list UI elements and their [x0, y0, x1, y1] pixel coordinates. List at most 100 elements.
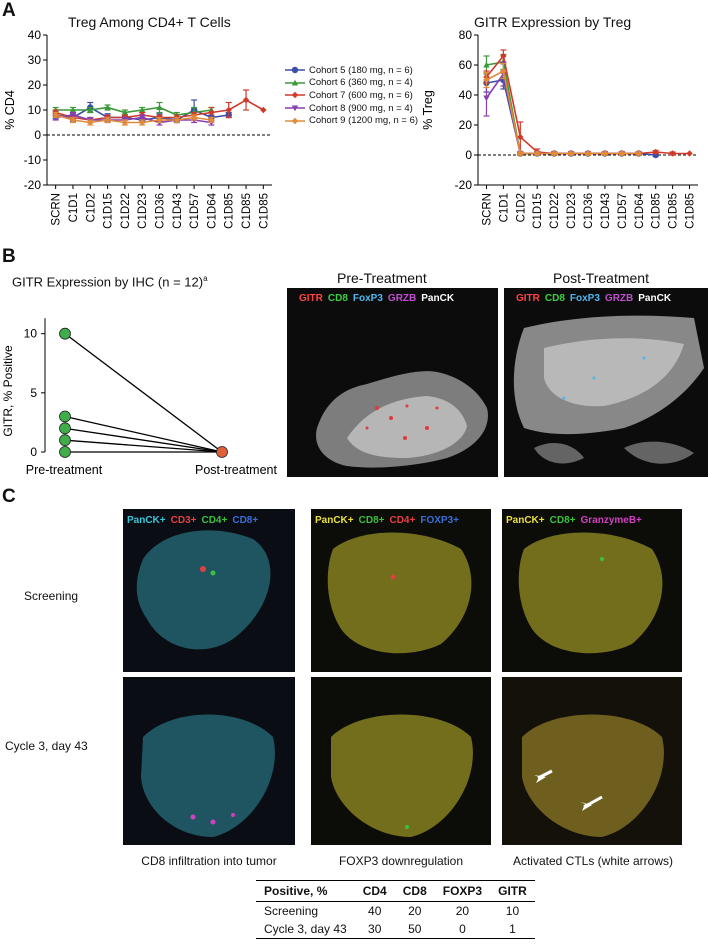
x-tick-label: C1D85 [685, 193, 697, 229]
table-cell: 50 [394, 920, 435, 939]
table-row: Screening 40 20 20 10 [256, 902, 535, 921]
data-point [138, 114, 146, 121]
series-line [55, 114, 212, 124]
legend-swatch [285, 79, 305, 86]
data-point [87, 119, 94, 126]
y-tick-label: 80 [459, 30, 473, 42]
stain-panck: PanCK+ [506, 515, 545, 526]
caption-col1: CD8 infiltration into tumor [141, 854, 277, 868]
series-line [55, 106, 212, 116]
x-tick-label: C1D85 [258, 193, 270, 229]
data-point [669, 150, 676, 157]
patient-line [64, 415, 223, 453]
legend-swatch [285, 117, 305, 124]
chart2-title: GITR Expression by Treg [474, 14, 632, 30]
stain-cd4: CD4+ [201, 515, 228, 526]
if-cycle3-col3 [502, 677, 682, 845]
x-tick-label: C1D64 [206, 192, 218, 228]
data-point [173, 116, 181, 124]
x-tick-label: Pre-treatment [26, 463, 103, 477]
x-tick-label: C1D57 [189, 193, 201, 229]
stain-foxp3: FoxP3 [569, 293, 600, 304]
legend-item: Cohort 9 (1200 mg, n = 6) [284, 114, 444, 127]
post-treatment-title: Post-Treatment [553, 270, 649, 286]
if-cycle3-col2 [311, 677, 491, 845]
pre-point [59, 422, 71, 435]
data-point [584, 150, 592, 157]
pre-stain-labels: GITR CD8 FoxP3 GRZB PanCK [299, 293, 459, 304]
data-point [260, 106, 267, 114]
stain-gitr: GITR [516, 293, 540, 304]
y-tick-label: 0 [34, 128, 41, 142]
x-tick-label: C1D43 [600, 193, 612, 229]
post-point [216, 446, 228, 458]
stain-grzb: GRZB [387, 293, 417, 304]
stain-cd8: CD8+ [549, 515, 576, 526]
x-tick-label: C1D1 [498, 193, 510, 222]
x-tick-label: C1D15 [532, 193, 544, 229]
gitr-ihc-chart: 0 5 10 GITR, % Positive Pre-treatment Post-tr… [1, 318, 278, 477]
y-axis-label: % Treg [421, 90, 435, 130]
legend-swatch [285, 67, 305, 74]
table-row: Cycle 3, day 43 30 50 0 1 [256, 920, 535, 939]
table-cell: Screening [264, 904, 319, 918]
chart3-title: GITR Expression by IHC (n = 12)a [12, 274, 208, 290]
legend-label: Cohort 5 (180 mg, n = 6) [309, 64, 413, 76]
y-tick-label: 60 [459, 58, 473, 72]
data-point [104, 116, 111, 124]
stain-cd8: CD8+ [358, 515, 385, 526]
patient-line [64, 333, 223, 453]
y-tick-label: 40 [459, 88, 473, 102]
post-stain-labels: GITR CD8 FoxP3 GRZB PanCK [516, 293, 676, 304]
data-point [104, 104, 111, 111]
table-cell: 20 [455, 904, 470, 918]
if-screening-col3: PanCK+ CD8+ GranzymeB+ [502, 509, 682, 672]
table-header-row: Positive, % CD4 CD8 FOXP3 GITR [256, 880, 535, 902]
y-tick-label: 0 [465, 148, 472, 162]
data-point [208, 109, 215, 116]
x-tick-label: C1D85 [224, 193, 236, 229]
y-tick-label: 10 [24, 327, 38, 341]
stain-panck: PanCK [638, 293, 672, 304]
x-tick-label: C1D1 [68, 193, 80, 222]
series-line [55, 114, 212, 124]
y-tick-label: 10 [28, 103, 42, 117]
ihc-pre-treatment-image: GITR CD8 FoxP3 GRZB PanCK [287, 288, 498, 477]
data-point [601, 150, 609, 157]
if-cycle3-col1 [123, 677, 295, 845]
stain-row-col2: PanCK+ CD8+ CD4+ FOXP3+ [315, 515, 464, 526]
panel-letter-b: B [2, 246, 16, 267]
table-cell: 40 [368, 904, 382, 918]
stain-panck: PanCK+ [315, 515, 354, 526]
y-tick-label: 0 [30, 445, 37, 459]
data-point [686, 150, 693, 157]
x-tick-label: C1D85 [651, 193, 663, 229]
pre-point [59, 434, 71, 447]
table-cell: 1 [490, 920, 535, 939]
x-tick-label: C1D36 [155, 193, 167, 229]
data-point [500, 67, 507, 75]
legend-item: Cohort 6 (360 mg, n = 4) [284, 77, 444, 90]
pre-treatment-title: Pre-Treatment [337, 270, 427, 286]
x-tick-label: C1D23 [137, 193, 149, 229]
data-point [121, 119, 129, 126]
pre-point [59, 446, 71, 458]
stain-panck: PanCK+ [127, 515, 166, 526]
if-screening-col1: PanCK+ CD3+ CD4+ CD8+ [123, 509, 295, 672]
stain-grzb: GRZB [604, 293, 634, 304]
row-label-cycle3: Cycle 3, day 43 [5, 739, 88, 753]
stain-cd3: CD3+ [170, 515, 197, 526]
stain-row-col1: PanCK+ CD3+ CD4+ CD8+ [127, 515, 263, 526]
panel-letter-c: C [2, 486, 16, 507]
gitr-treg-chart: -20 0 20 40 60 80 SCRN C1D1 C1D2 C1D15 C1D22 C1D23 C… [421, 30, 698, 229]
x-tick-label: C1D22 [120, 193, 132, 229]
x-tick-label: Post-treatment [195, 463, 278, 477]
stain-cd8: CD8+ [232, 515, 259, 526]
table-cell: 20 [408, 904, 422, 918]
treg-cd4-chart: -20 -10 0 10 20 30 40 SCRN C1D1 C1D2 C1D15 C1D22 C1D… [3, 30, 272, 229]
data-point [190, 114, 198, 121]
y-tick-label: 20 [28, 78, 42, 92]
patient-line [64, 439, 223, 453]
data-point [156, 104, 163, 111]
x-tick-label: C1D85 [241, 193, 253, 229]
